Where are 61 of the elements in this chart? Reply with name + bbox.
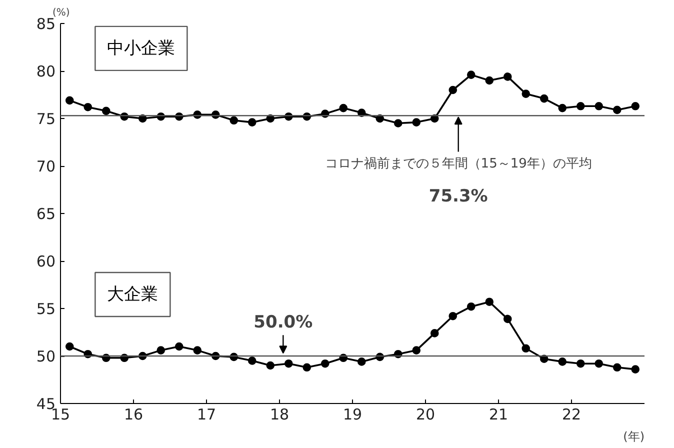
point	[230, 116, 238, 125]
point	[357, 358, 366, 366]
point	[284, 359, 293, 368]
point	[193, 346, 202, 354]
point	[412, 118, 421, 126]
annotation: 50.0%	[254, 312, 313, 332]
point	[302, 363, 312, 372]
x-tick-label: 18	[270, 406, 290, 424]
y-tick-label: 70	[36, 158, 56, 176]
point	[522, 90, 530, 98]
point	[540, 354, 548, 363]
point	[612, 363, 622, 372]
text: 中小企業	[107, 38, 176, 58]
point	[412, 346, 421, 354]
point	[448, 86, 458, 94]
point	[485, 76, 494, 85]
point	[266, 361, 275, 370]
point	[248, 356, 256, 365]
point	[156, 346, 166, 354]
x-tick-label: 22	[562, 406, 582, 424]
point	[466, 70, 476, 79]
point	[503, 314, 512, 324]
y-tick-label: 60	[36, 252, 56, 270]
point	[394, 119, 402, 128]
point	[466, 302, 476, 311]
point	[558, 358, 567, 366]
point	[84, 102, 92, 112]
point	[320, 359, 330, 368]
point	[503, 72, 512, 81]
point	[631, 365, 640, 374]
point	[102, 106, 110, 116]
y-tick-label: 80	[36, 62, 56, 80]
x-tick-label: 19	[342, 406, 362, 424]
point	[558, 104, 567, 112]
point	[594, 359, 604, 368]
point	[576, 359, 585, 368]
point	[65, 342, 74, 351]
point	[540, 94, 548, 103]
point	[485, 298, 494, 306]
x-tick-label: 21	[488, 406, 508, 424]
x-tick-label: 16	[124, 406, 144, 424]
annotation: コロナ禍前までの５年間（15～19年）の平均 75.3%	[324, 156, 592, 206]
y-tick-label: 65	[36, 205, 56, 223]
point	[448, 312, 458, 320]
text: 大企業	[107, 284, 158, 304]
point	[174, 342, 184, 351]
point	[248, 118, 256, 126]
y-tick-label: 55	[36, 300, 56, 318]
x-tick-label: 20	[416, 406, 436, 424]
point	[430, 329, 439, 338]
point	[612, 106, 622, 114]
y-tick-label: 50	[36, 348, 56, 366]
y-tick-label: 75	[36, 110, 56, 128]
x-axis-title: (年)	[623, 430, 645, 444]
point	[576, 102, 585, 110]
x-tick-label: 17	[196, 406, 216, 424]
point	[522, 344, 530, 353]
point	[631, 102, 640, 110]
point	[65, 96, 74, 105]
point	[339, 104, 348, 112]
point	[594, 102, 604, 110]
